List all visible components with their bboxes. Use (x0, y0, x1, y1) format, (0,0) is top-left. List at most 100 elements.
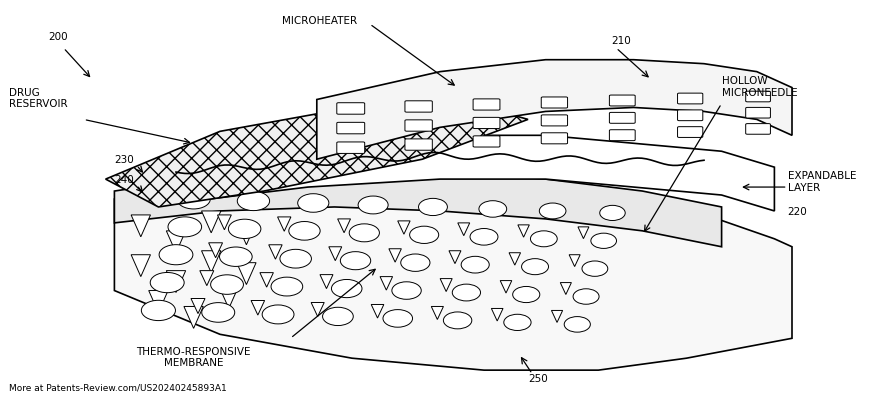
Ellipse shape (573, 289, 599, 304)
FancyBboxPatch shape (541, 97, 568, 108)
Text: 210: 210 (612, 36, 631, 46)
Text: More at Patents-Review.com/US20240245893A1: More at Patents-Review.com/US20240245893… (9, 383, 226, 392)
Ellipse shape (349, 224, 379, 242)
FancyBboxPatch shape (473, 136, 500, 147)
Ellipse shape (202, 302, 235, 322)
FancyBboxPatch shape (337, 103, 364, 114)
Polygon shape (237, 263, 256, 285)
Polygon shape (398, 221, 410, 234)
FancyBboxPatch shape (405, 139, 432, 150)
FancyBboxPatch shape (609, 95, 635, 106)
Polygon shape (371, 304, 384, 318)
Polygon shape (440, 279, 452, 292)
FancyBboxPatch shape (541, 133, 568, 144)
Ellipse shape (323, 307, 353, 326)
Ellipse shape (358, 196, 388, 214)
Polygon shape (217, 215, 231, 230)
Ellipse shape (238, 191, 269, 211)
Polygon shape (431, 306, 444, 320)
Text: 250: 250 (528, 374, 547, 384)
Ellipse shape (229, 219, 260, 238)
Polygon shape (202, 251, 221, 273)
Polygon shape (389, 249, 401, 262)
Ellipse shape (503, 314, 532, 330)
Ellipse shape (159, 245, 193, 265)
FancyBboxPatch shape (405, 101, 432, 112)
Polygon shape (106, 100, 528, 207)
Ellipse shape (522, 259, 548, 275)
Polygon shape (509, 253, 521, 265)
Ellipse shape (444, 312, 472, 329)
Polygon shape (329, 247, 341, 261)
FancyBboxPatch shape (337, 122, 364, 134)
Polygon shape (131, 255, 150, 277)
Ellipse shape (539, 203, 566, 219)
Text: THERMO-RESPONSIVE
MEMBRANE: THERMO-RESPONSIVE MEMBRANE (136, 347, 251, 368)
FancyBboxPatch shape (337, 142, 364, 153)
FancyBboxPatch shape (473, 99, 500, 110)
Ellipse shape (531, 231, 557, 247)
Polygon shape (191, 298, 205, 314)
Ellipse shape (400, 254, 430, 271)
Polygon shape (219, 287, 238, 308)
FancyBboxPatch shape (745, 91, 770, 102)
Polygon shape (251, 300, 265, 315)
Ellipse shape (271, 277, 303, 296)
Ellipse shape (452, 284, 480, 301)
Polygon shape (200, 271, 214, 286)
FancyBboxPatch shape (745, 124, 770, 134)
Ellipse shape (419, 198, 447, 216)
Polygon shape (114, 175, 792, 370)
Ellipse shape (297, 194, 329, 212)
FancyBboxPatch shape (609, 130, 635, 140)
Ellipse shape (564, 316, 590, 332)
Polygon shape (312, 302, 324, 316)
FancyBboxPatch shape (405, 120, 432, 131)
FancyBboxPatch shape (678, 93, 703, 104)
Text: 240: 240 (114, 175, 134, 185)
Text: EXPANDABLE
LAYER: EXPANDABLE LAYER (788, 172, 856, 193)
FancyBboxPatch shape (609, 112, 635, 123)
Text: 230: 230 (114, 155, 134, 165)
Ellipse shape (470, 228, 498, 245)
Polygon shape (166, 231, 186, 253)
Ellipse shape (262, 305, 294, 324)
Ellipse shape (392, 282, 422, 299)
FancyBboxPatch shape (678, 110, 703, 121)
Polygon shape (561, 283, 571, 295)
Polygon shape (166, 271, 186, 293)
FancyBboxPatch shape (678, 127, 703, 137)
Polygon shape (268, 245, 282, 259)
Ellipse shape (383, 310, 413, 327)
FancyBboxPatch shape (473, 117, 500, 129)
Ellipse shape (513, 287, 539, 302)
Polygon shape (552, 310, 562, 322)
Polygon shape (320, 275, 333, 289)
Polygon shape (491, 308, 503, 321)
Ellipse shape (590, 233, 617, 248)
Polygon shape (260, 273, 274, 287)
Text: HOLLOW
MICRONEEDLE: HOLLOW MICRONEEDLE (722, 76, 797, 98)
Polygon shape (176, 135, 774, 211)
Polygon shape (184, 306, 203, 328)
Text: DRUG
RESERVOIR: DRUG RESERVOIR (9, 88, 68, 109)
Polygon shape (380, 277, 392, 290)
Polygon shape (237, 223, 256, 245)
Ellipse shape (142, 300, 175, 321)
Ellipse shape (341, 252, 370, 270)
Polygon shape (517, 225, 529, 237)
Ellipse shape (210, 275, 244, 295)
Polygon shape (202, 211, 221, 233)
Polygon shape (569, 255, 580, 267)
Polygon shape (131, 215, 150, 237)
Polygon shape (317, 60, 792, 159)
Polygon shape (209, 243, 223, 258)
Ellipse shape (280, 249, 312, 268)
Polygon shape (338, 219, 350, 233)
Ellipse shape (150, 273, 184, 293)
Ellipse shape (479, 201, 507, 217)
FancyBboxPatch shape (541, 115, 568, 126)
Text: 200: 200 (48, 32, 68, 42)
Polygon shape (500, 281, 512, 293)
Text: MICROHEATER: MICROHEATER (282, 16, 356, 26)
